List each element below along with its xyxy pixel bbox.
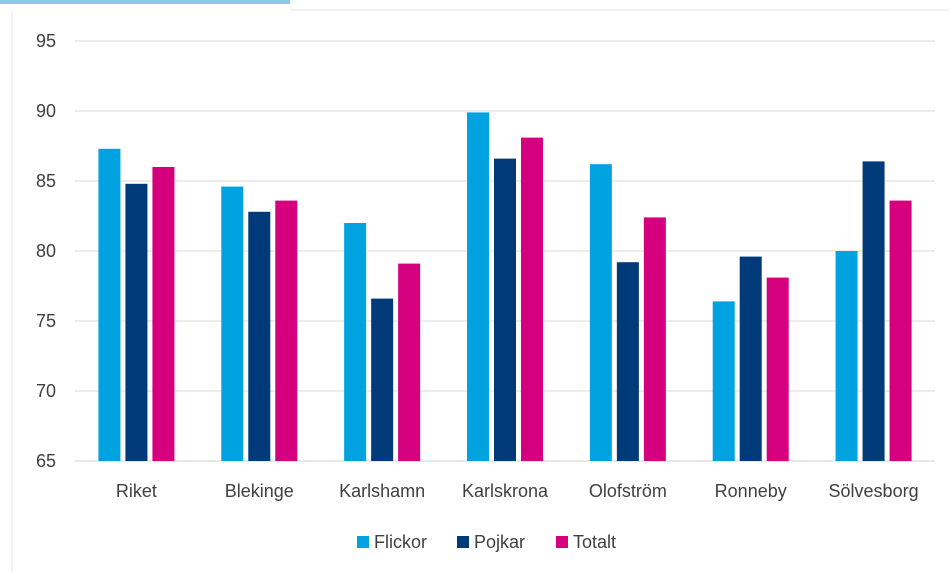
- y-tick-label: 75: [36, 311, 56, 331]
- bar-pojkar-3: [494, 158, 516, 461]
- x-tick-label: Ronneby: [715, 481, 787, 501]
- bar-flickor-3: [467, 112, 489, 462]
- bar-totalt-4: [643, 217, 666, 461]
- bar-flickor-2: [344, 223, 367, 461]
- legend-label-totalt: Totalt: [573, 532, 616, 552]
- bar-pojkar-6: [862, 161, 885, 461]
- bar-totalt-0: [152, 167, 175, 461]
- bar-flickor-0: [98, 148, 121, 462]
- legend-swatch-pojkar: [457, 536, 469, 548]
- bar-pojkar-4: [616, 262, 639, 461]
- x-tick-label: Sölvesborg: [829, 481, 919, 501]
- y-axis-ticks: 65 70 75 80 85 90 95: [36, 31, 56, 471]
- legend-label-flickor: Flickor: [374, 532, 427, 552]
- title-remnant: [0, 0, 290, 4]
- bar-pojkar-1: [248, 211, 271, 461]
- bar-flickor-5: [712, 301, 735, 461]
- x-tick-label: Blekinge: [225, 481, 294, 501]
- legend-label-pojkar: Pojkar: [474, 532, 525, 552]
- y-tick-label: 80: [36, 241, 56, 261]
- legend-swatch-flickor: [357, 536, 369, 548]
- x-tick-label: Karlshamn: [339, 481, 425, 501]
- legend: Flickor Pojkar Totalt: [357, 532, 616, 552]
- bar-totalt-5: [766, 277, 789, 461]
- x-axis-ticks: Riket Blekinge Karlshamn Karlskrona Olofströ…: [116, 481, 919, 501]
- bar-totalt-6: [889, 200, 912, 461]
- bar-pojkar-2: [371, 298, 394, 461]
- legend-swatch-totalt: [556, 536, 568, 548]
- y-tick-label: 65: [36, 451, 56, 471]
- x-tick-label: Karlskrona: [462, 481, 549, 501]
- bar-flickor-1: [221, 186, 244, 461]
- bar-pojkar-0: [125, 183, 148, 462]
- y-tick-label: 95: [36, 31, 56, 51]
- x-tick-label: Riket: [116, 481, 157, 501]
- bar-flickor-4: [589, 164, 612, 461]
- bar-totalt-3: [521, 137, 543, 461]
- y-tick-label: 70: [36, 381, 56, 401]
- x-tick-label: Olofström: [589, 481, 667, 501]
- y-tick-label: 90: [36, 101, 56, 121]
- bar-totalt-2: [398, 263, 421, 461]
- bar-totalt-1: [275, 200, 298, 461]
- bar-pojkar-5: [739, 256, 762, 461]
- bar-flickor-6: [835, 251, 858, 461]
- y-tick-label: 85: [36, 171, 56, 191]
- bars: [98, 112, 912, 462]
